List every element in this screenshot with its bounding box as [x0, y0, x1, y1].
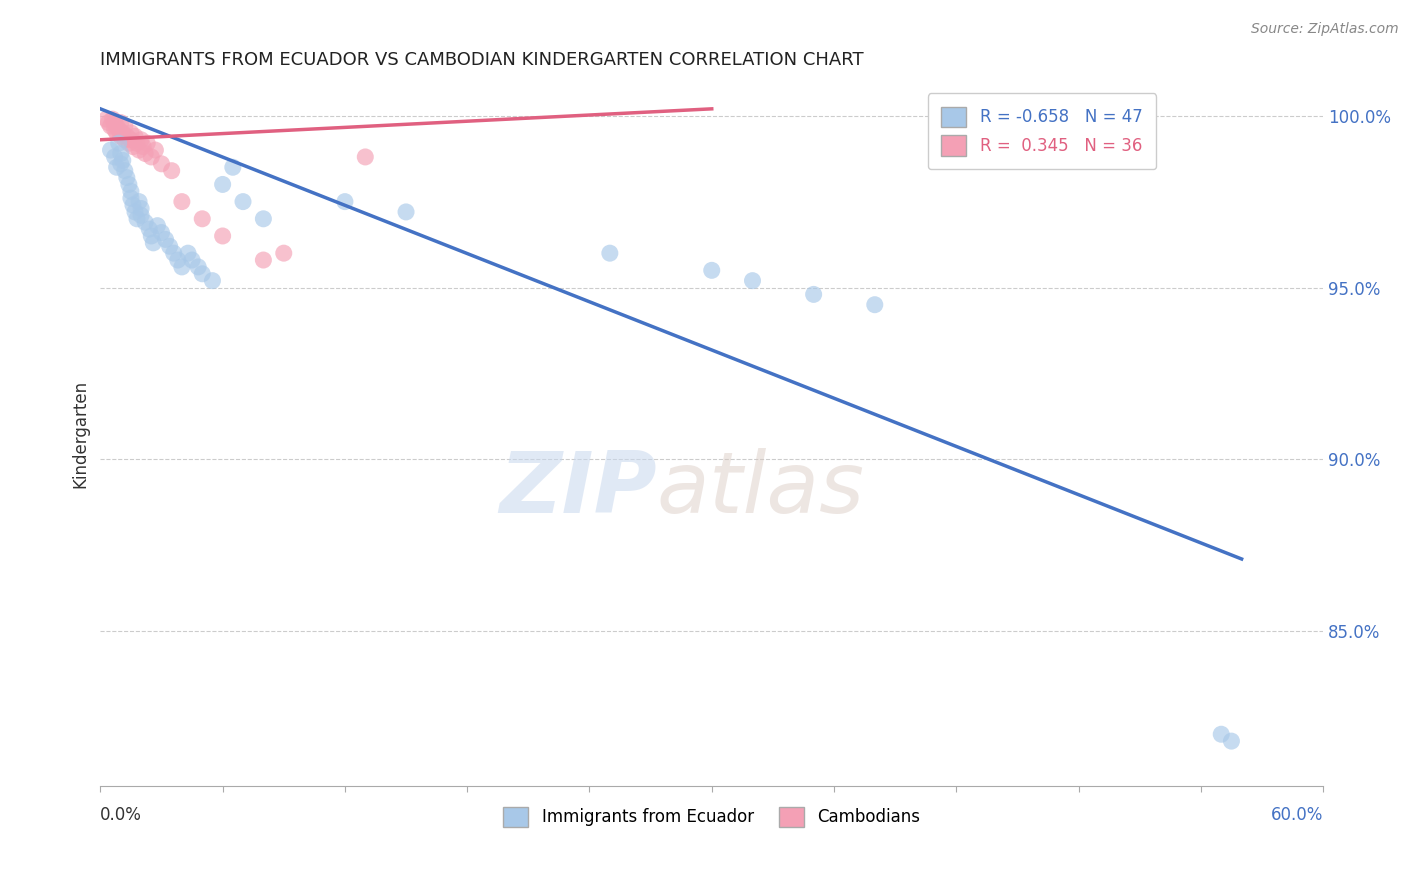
Point	[159, 239, 181, 253]
Text: IMMIGRANTS FROM ECUADOR VS CAMBODIAN KINDERGARTEN CORRELATION CHART: IMMIGRANTS FROM ECUADOR VS CAMBODIAN KIN…	[100, 51, 863, 69]
Point	[166, 253, 188, 268]
Point	[132, 139, 155, 153]
Point	[115, 170, 138, 185]
Point	[395, 205, 418, 219]
Point	[134, 215, 156, 229]
Y-axis label: Kindergarten: Kindergarten	[72, 379, 89, 488]
Point	[146, 219, 169, 233]
Point	[170, 260, 193, 274]
Point	[125, 211, 148, 226]
Point	[96, 112, 118, 127]
Point	[136, 136, 159, 151]
Point	[97, 115, 120, 129]
Point	[181, 253, 204, 268]
Point	[118, 136, 141, 151]
Point	[142, 235, 165, 250]
Point	[177, 246, 200, 260]
Point	[111, 153, 134, 168]
Point	[187, 260, 209, 274]
Point	[129, 208, 152, 222]
Point	[741, 274, 763, 288]
Point	[863, 298, 886, 312]
Point	[100, 119, 122, 133]
Point	[120, 126, 142, 140]
Point	[129, 202, 152, 216]
Point	[124, 205, 146, 219]
Legend: Immigrants from Ecuador, Cambodians: Immigrants from Ecuador, Cambodians	[496, 800, 927, 834]
Point	[211, 229, 233, 244]
Point	[118, 178, 141, 192]
Point	[105, 119, 128, 133]
Point	[128, 143, 150, 157]
Point	[122, 198, 145, 212]
Point	[114, 133, 136, 147]
Point	[124, 129, 146, 144]
Point	[105, 161, 128, 175]
Point	[115, 129, 138, 144]
Point	[134, 146, 156, 161]
Point	[104, 122, 127, 136]
Point	[1220, 734, 1243, 748]
Point	[354, 150, 377, 164]
Point	[110, 146, 132, 161]
Point	[141, 150, 163, 164]
Point	[273, 246, 295, 260]
Point	[104, 150, 127, 164]
Point	[201, 274, 224, 288]
Point	[150, 157, 173, 171]
Point	[252, 211, 274, 226]
Point	[101, 112, 124, 127]
Point	[105, 126, 128, 140]
Text: 0.0%: 0.0%	[100, 806, 142, 824]
Point	[111, 126, 134, 140]
Point	[120, 184, 142, 198]
Point	[222, 161, 245, 175]
Point	[120, 191, 142, 205]
Point	[145, 143, 167, 157]
Point	[114, 119, 136, 133]
Point	[333, 194, 356, 209]
Text: ZIP: ZIP	[499, 449, 657, 532]
Point	[141, 229, 163, 244]
Point	[803, 287, 825, 301]
Point	[107, 136, 129, 151]
Point	[110, 129, 132, 144]
Point	[107, 122, 129, 136]
Point	[122, 139, 145, 153]
Point	[120, 133, 142, 147]
Point	[129, 133, 152, 147]
Point	[104, 115, 127, 129]
Point	[232, 194, 254, 209]
Text: atlas: atlas	[657, 449, 865, 532]
Point	[110, 115, 132, 129]
Point	[110, 157, 132, 171]
Point	[252, 253, 274, 268]
Point	[125, 136, 148, 151]
Point	[211, 178, 233, 192]
Point	[163, 246, 186, 260]
Point	[191, 267, 214, 281]
Point	[100, 143, 122, 157]
Point	[1211, 727, 1233, 741]
Point	[599, 246, 621, 260]
Point	[150, 226, 173, 240]
Point	[191, 211, 214, 226]
Point	[114, 163, 136, 178]
Point	[160, 163, 183, 178]
Point	[155, 232, 177, 246]
Point	[700, 263, 723, 277]
Point	[170, 194, 193, 209]
Point	[128, 194, 150, 209]
Point	[138, 222, 160, 236]
Text: 60.0%: 60.0%	[1271, 806, 1323, 824]
Text: Source: ZipAtlas.com: Source: ZipAtlas.com	[1251, 22, 1399, 37]
